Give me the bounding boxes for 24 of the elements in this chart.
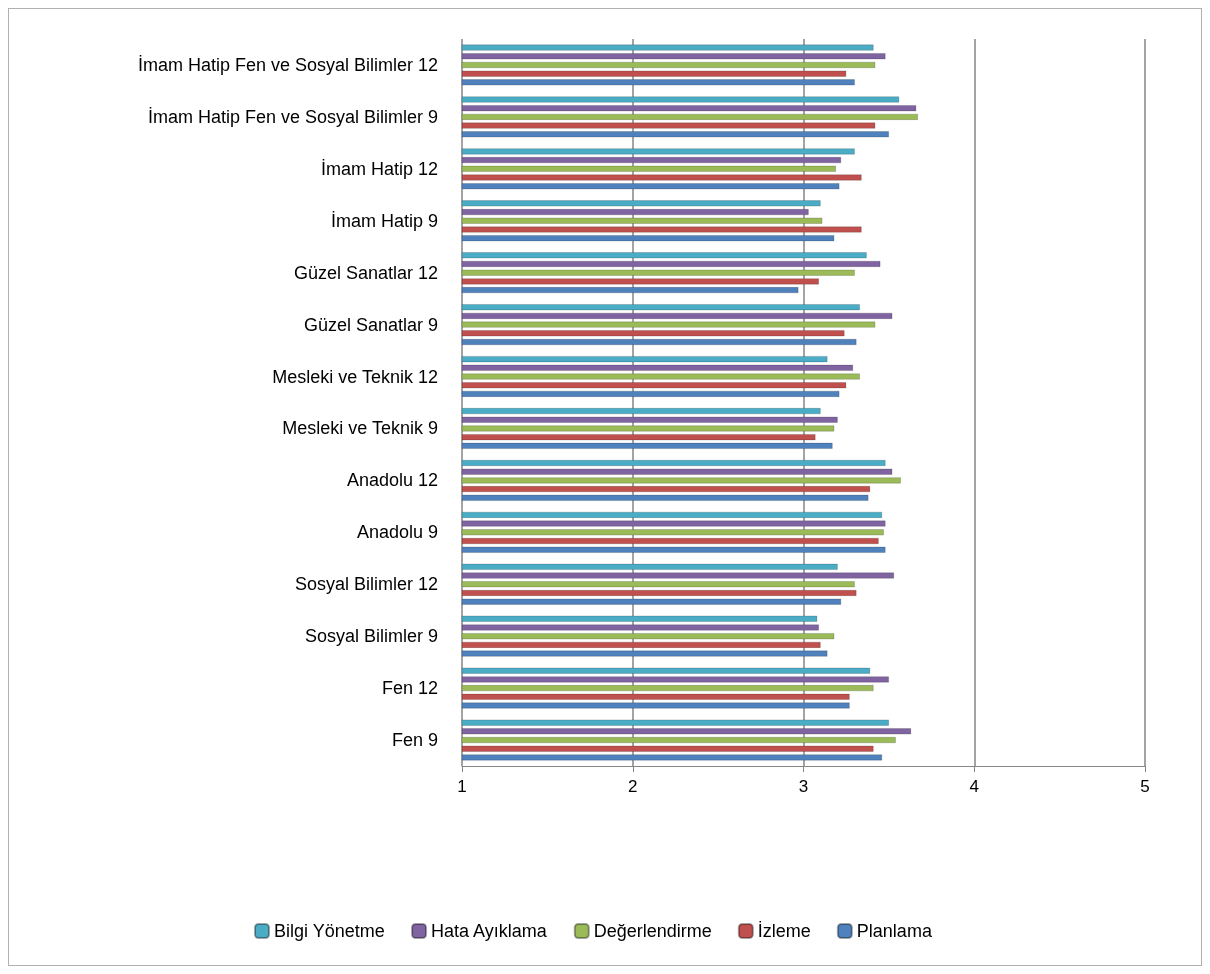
- legend-label: Bilgi Yönetme: [274, 921, 385, 941]
- x-tick-label: 5: [1140, 777, 1150, 796]
- legend-label: Hata Ayıklama: [431, 921, 548, 941]
- legend-label: Planlama: [856, 921, 933, 941]
- legend-label: Değerlendirme: [593, 921, 712, 941]
- y-tick-label: Güzel Sanatlar 12: [293, 262, 438, 283]
- y-tick-label: İmam Hatip Fen ve Sosyal Bilimler 9: [147, 106, 438, 127]
- y-tick-label: Mesleki ve Teknik 9: [282, 418, 438, 439]
- y-tick-label: Anadolu 9: [356, 522, 438, 543]
- y-tick-label: Fen 12: [381, 678, 438, 699]
- x-tick-label: 2: [628, 777, 638, 796]
- x-tick-label: 3: [798, 777, 809, 796]
- y-tick-label: Mesleki ve Teknik 12: [272, 366, 438, 387]
- legend-label: İzleme: [757, 921, 811, 941]
- y-tick-label: Anadolu 12: [346, 470, 438, 491]
- x-tick-label: 1: [457, 777, 467, 796]
- y-tick-label: İmam Hatip Fen ve Sosyal Bilimler 12: [137, 54, 438, 75]
- y-tick-label: İmam Hatip 12: [320, 158, 438, 179]
- y-tick-label: İmam Hatip 9: [330, 210, 438, 231]
- y-tick-label: Fen 9: [391, 730, 438, 751]
- y-tick-label: Güzel Sanatlar 9: [303, 314, 438, 335]
- x-tick-label: 4: [969, 777, 979, 796]
- y-tick-label: Sosyal Bilimler 9: [304, 626, 438, 647]
- y-tick-label: Sosyal Bilimler 12: [294, 574, 438, 595]
